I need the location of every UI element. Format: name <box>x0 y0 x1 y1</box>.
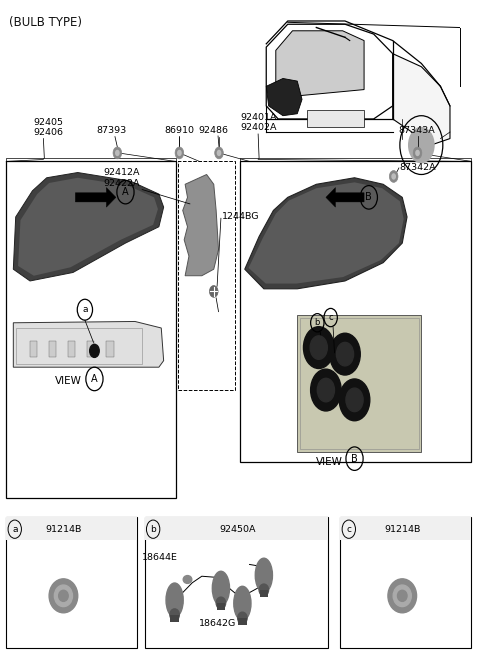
Text: B: B <box>351 454 358 464</box>
Text: a: a <box>12 525 17 534</box>
Text: B: B <box>365 192 372 202</box>
Text: 18644E: 18644E <box>142 554 178 562</box>
Text: 91214B: 91214B <box>45 525 82 534</box>
FancyBboxPatch shape <box>6 518 137 648</box>
Circle shape <box>115 150 120 156</box>
Circle shape <box>408 127 435 163</box>
Circle shape <box>310 336 327 359</box>
Text: 1244BG: 1244BG <box>222 213 259 222</box>
FancyBboxPatch shape <box>216 603 225 610</box>
FancyBboxPatch shape <box>170 615 179 622</box>
Circle shape <box>113 147 121 159</box>
Circle shape <box>177 150 182 156</box>
Ellipse shape <box>216 597 226 609</box>
Polygon shape <box>75 188 116 207</box>
Polygon shape <box>18 178 158 276</box>
Ellipse shape <box>59 590 68 602</box>
Circle shape <box>90 344 99 358</box>
FancyBboxPatch shape <box>297 315 421 452</box>
Circle shape <box>415 150 420 156</box>
Circle shape <box>303 327 334 369</box>
Circle shape <box>336 342 354 366</box>
Ellipse shape <box>234 586 251 621</box>
Ellipse shape <box>238 612 247 624</box>
Polygon shape <box>266 79 302 115</box>
Text: b: b <box>314 318 320 327</box>
Circle shape <box>413 147 422 159</box>
FancyBboxPatch shape <box>307 110 364 127</box>
Text: A: A <box>122 187 129 197</box>
Text: 92401A
92402A: 92401A 92402A <box>240 113 276 132</box>
Polygon shape <box>13 173 164 281</box>
Polygon shape <box>266 24 393 119</box>
Ellipse shape <box>166 583 183 617</box>
Text: b: b <box>150 525 156 534</box>
Ellipse shape <box>183 575 192 583</box>
Text: c: c <box>346 525 351 534</box>
Text: 92486: 92486 <box>199 126 229 134</box>
Polygon shape <box>276 31 364 96</box>
Ellipse shape <box>388 579 417 613</box>
Polygon shape <box>13 321 164 367</box>
FancyBboxPatch shape <box>144 518 328 541</box>
Text: 92405
92406: 92405 92406 <box>34 118 64 137</box>
Text: VIEW: VIEW <box>316 457 343 467</box>
FancyBboxPatch shape <box>6 518 137 541</box>
Text: 87343A: 87343A <box>398 126 435 134</box>
Circle shape <box>175 147 184 159</box>
Circle shape <box>339 379 370 420</box>
FancyBboxPatch shape <box>30 341 37 358</box>
Polygon shape <box>183 174 218 276</box>
FancyBboxPatch shape <box>178 161 235 390</box>
FancyBboxPatch shape <box>240 161 471 462</box>
Text: VIEW: VIEW <box>55 376 82 386</box>
FancyBboxPatch shape <box>6 161 176 498</box>
Circle shape <box>209 285 218 297</box>
Circle shape <box>215 147 223 159</box>
FancyBboxPatch shape <box>340 518 471 648</box>
Text: a: a <box>82 305 88 314</box>
Polygon shape <box>326 188 364 207</box>
Ellipse shape <box>393 585 411 607</box>
Text: c: c <box>328 313 333 322</box>
Circle shape <box>346 388 363 411</box>
Circle shape <box>311 369 341 411</box>
FancyBboxPatch shape <box>87 341 95 358</box>
Ellipse shape <box>49 579 78 613</box>
FancyBboxPatch shape <box>260 590 268 597</box>
Circle shape <box>389 171 398 182</box>
Text: 87342A: 87342A <box>400 163 436 173</box>
Text: A: A <box>91 374 98 384</box>
Text: (BULB TYPE): (BULB TYPE) <box>9 16 82 29</box>
Ellipse shape <box>212 571 229 605</box>
FancyBboxPatch shape <box>144 518 328 648</box>
Circle shape <box>317 379 335 402</box>
FancyBboxPatch shape <box>238 618 247 625</box>
Polygon shape <box>249 182 404 283</box>
Circle shape <box>330 333 360 375</box>
Circle shape <box>391 173 396 180</box>
Circle shape <box>216 150 221 156</box>
FancyBboxPatch shape <box>68 341 75 358</box>
Ellipse shape <box>170 609 180 621</box>
Ellipse shape <box>259 584 269 596</box>
Text: 18642G: 18642G <box>198 619 236 628</box>
Text: 91214B: 91214B <box>384 525 420 534</box>
Polygon shape <box>245 178 407 289</box>
Ellipse shape <box>397 590 407 602</box>
Ellipse shape <box>54 585 72 607</box>
Text: 92412A
92422A: 92412A 92422A <box>103 168 140 188</box>
FancyBboxPatch shape <box>340 518 471 541</box>
Ellipse shape <box>255 558 273 592</box>
Polygon shape <box>393 54 450 145</box>
Text: 86910: 86910 <box>164 126 194 134</box>
FancyBboxPatch shape <box>107 341 114 358</box>
Text: 87393: 87393 <box>96 127 126 135</box>
FancyBboxPatch shape <box>49 341 56 358</box>
Text: 92450A: 92450A <box>219 525 256 534</box>
